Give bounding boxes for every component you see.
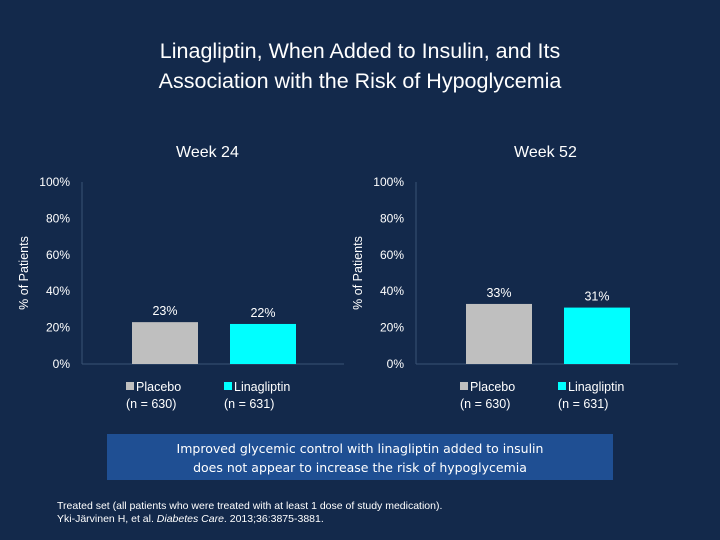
- category-label: Linagliptin: [568, 380, 624, 394]
- citation-details: . 2013;36:3875-3881.: [223, 513, 324, 525]
- category-sublabel: (n = 631): [558, 397, 608, 411]
- footnote-citation: Yki-Järvinen H, et al. Diabetes Care. 20…: [57, 513, 442, 526]
- y-tick-label: 60%: [380, 248, 404, 262]
- data-label: 33%: [486, 286, 511, 300]
- category-label: Placebo: [136, 380, 181, 394]
- chart-title: Week 24: [176, 144, 239, 161]
- y-tick-label: 60%: [46, 248, 70, 262]
- y-tick-label: 80%: [380, 211, 404, 225]
- data-label: 31%: [584, 290, 609, 304]
- category-sublabel: (n = 630): [126, 397, 176, 411]
- bar: [132, 322, 198, 364]
- bar: [564, 307, 630, 364]
- y-tick-label: 100%: [39, 175, 70, 189]
- y-tick-label: 0%: [53, 357, 71, 371]
- y-axis-label: % of Patients: [17, 236, 31, 310]
- slide-title: Linagliptin, When Added to Insulin, and …: [0, 36, 720, 96]
- conclusion-callout: Improved glycemic control with linaglipt…: [107, 434, 613, 480]
- category-sublabel: (n = 630): [460, 397, 510, 411]
- y-tick-label: 40%: [46, 284, 70, 298]
- category-sublabel: (n = 631): [224, 397, 274, 411]
- chart-week-52: Week 52 0% 20% 40% 60% 80% 100% % of Patients 3…: [348, 140, 680, 420]
- y-tick-label: 20%: [46, 321, 70, 335]
- legend-swatch: [126, 382, 134, 390]
- chart-svg: 0% 20% 40% 60% 80% 100% % of Patients 33% Placeb…: [351, 175, 680, 411]
- data-label: 23%: [152, 304, 177, 318]
- y-tick-label: 40%: [380, 284, 404, 298]
- category-label: Placebo: [470, 380, 515, 394]
- y-tick-label: 0%: [387, 357, 405, 371]
- legend-swatch: [558, 382, 566, 390]
- bar: [230, 323, 296, 364]
- chart-svg: 0% 20% 40% 60% 80% 100% % of Patients 23% Placeb…: [17, 175, 346, 411]
- y-tick-label: 100%: [373, 175, 404, 189]
- y-axis-label: % of Patients: [351, 236, 365, 310]
- y-tick-label: 20%: [380, 321, 404, 335]
- chart-title: Week 52: [514, 144, 577, 161]
- bar: [466, 303, 532, 364]
- category-label: Linagliptin: [234, 380, 290, 394]
- footnote: Treated set (all patients who were treat…: [57, 500, 442, 526]
- callout-line-2: does not appear to increase the risk of …: [193, 460, 527, 475]
- y-tick-label: 80%: [46, 211, 70, 225]
- citation-journal: Diabetes Care: [156, 513, 224, 525]
- footnote-line-1: Treated set (all patients who were treat…: [57, 500, 443, 512]
- slide-title-line-1: Linagliptin, When Added to Insulin, and …: [159, 39, 561, 63]
- legend-swatch: [224, 382, 232, 390]
- slide-title-line-2: Association with the Risk of Hypoglycemi…: [158, 69, 562, 93]
- callout-line-1: Improved glycemic control with linaglipt…: [176, 441, 544, 456]
- legend-swatch: [460, 382, 468, 390]
- data-label: 22%: [250, 306, 275, 320]
- citation-authors: Yki-Järvinen H, et al.: [57, 513, 157, 525]
- chart-week-24: Week 24 0% 20% 40% 60% 80% 100% % of Patients 2…: [14, 140, 346, 420]
